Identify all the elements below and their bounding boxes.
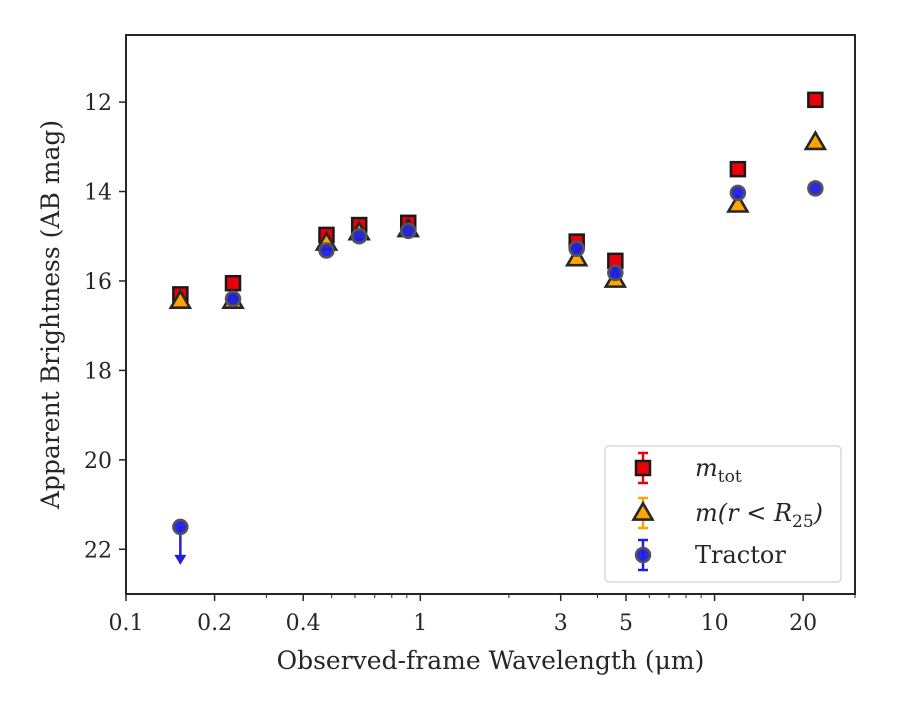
legend-marker-triangle: [631, 500, 655, 521]
legend-marker-circle: [634, 546, 652, 564]
data-points: [168, 91, 828, 565]
data-point-circle: [807, 180, 824, 197]
data-point-circle: [568, 240, 585, 258]
legend-box: [604, 445, 842, 583]
data-point-triangle: [564, 246, 589, 267]
x-tick-label: 3: [554, 611, 568, 636]
x-tick-label: 20: [789, 611, 817, 636]
legend-label-main: m(r < R: [695, 499, 792, 527]
legend-label-subscript: tot: [718, 467, 742, 487]
legend-label: mtot: [695, 454, 742, 487]
x-tick-label: 0.1: [109, 611, 144, 636]
x-tick-label: 5: [619, 611, 633, 636]
x-tick-label: 0.4: [286, 611, 321, 636]
y-axis-title: Apparent Brightness (AB mag): [36, 120, 65, 510]
series-circle: [172, 180, 824, 565]
legend-label-subscript: 25: [792, 512, 814, 532]
x-tick-label: 0.2: [197, 611, 232, 636]
y-tick-label: 14: [84, 181, 112, 206]
data-point-circle: [224, 290, 242, 308]
legend: mtot m(r < R25) Tractor: [604, 445, 842, 583]
axis-ticks: 0.1 0.2 0.4 1 3 5 10 20 12 14 16 18 20 22: [84, 91, 856, 636]
data-point-circle: [318, 242, 335, 259]
legend-label-tail: ): [813, 499, 823, 527]
data-point-circle: [350, 227, 368, 245]
x-tick-label: 10: [701, 611, 729, 636]
data-point-square: [729, 160, 747, 178]
legend-label: Tractor: [695, 541, 786, 569]
data-point-square: [807, 91, 824, 109]
series-triangle: [168, 130, 828, 309]
y-tick-label: 18: [84, 359, 112, 384]
plot-frame: [125, 34, 856, 595]
data-point-triangle: [803, 130, 828, 151]
data-point-circle: [172, 518, 189, 536]
data-point-circle: [607, 264, 624, 282]
x-tick-label: 1: [413, 611, 427, 636]
upper-limit-arrow-head: [174, 554, 187, 565]
y-tick-label: 12: [84, 91, 112, 116]
legend-label: m(r < R25): [695, 499, 823, 532]
legend-marker-square: [634, 459, 652, 477]
x-axis-title: Observed-frame Wavelength (μm): [277, 646, 705, 675]
y-tick-label: 20: [84, 449, 112, 474]
y-tick-label: 16: [84, 270, 112, 295]
legend-label-main: m: [695, 454, 718, 482]
series-square: [172, 91, 824, 303]
data-point-circle: [399, 222, 417, 240]
y-tick-label: 22: [84, 538, 112, 563]
data-point-square: [224, 274, 242, 292]
data-point-circle: [729, 184, 747, 202]
data-point-triangle: [168, 288, 193, 309]
data-point-triangle: [726, 192, 750, 213]
legend-label-main: Tractor: [695, 541, 786, 569]
